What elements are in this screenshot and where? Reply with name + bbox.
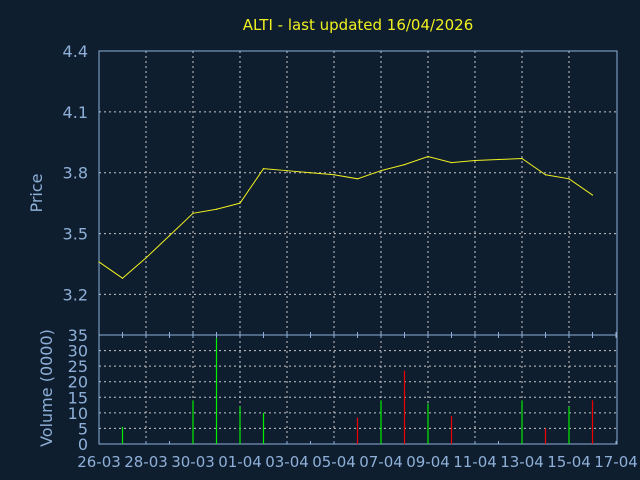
price-point (215, 208, 218, 210)
price-point (239, 202, 241, 204)
x-tick-label: 15-04 (547, 453, 591, 471)
x-tick-label: 26-03 (77, 453, 121, 471)
price-point (568, 178, 570, 180)
price-point (192, 212, 194, 214)
volume-tick-label: 35 (68, 326, 88, 345)
price-point (145, 257, 147, 259)
volume-tick-label: 20 (68, 373, 88, 392)
price-point (497, 158, 500, 161)
price-tick-label: 3.5 (63, 225, 88, 244)
volume-axis-label: Volume (0000) (37, 329, 56, 447)
x-tick-label: 17-04 (594, 453, 638, 471)
price-panel-frame (98, 50, 618, 336)
price-point (262, 168, 265, 170)
x-tick-label: 03-04 (265, 453, 309, 471)
x-tick-label: 30-03 (171, 453, 215, 471)
price-point (309, 172, 312, 174)
price-tick-label: 3.2 (63, 285, 88, 304)
x-tick-label: 28-03 (124, 453, 168, 471)
price-point (98, 261, 100, 263)
volume-tick-label: 10 (68, 404, 88, 423)
x-tick-label: 11-04 (453, 453, 497, 471)
price-point (591, 194, 594, 196)
price-point (450, 161, 453, 164)
x-tick-label: 13-04 (500, 453, 544, 471)
price-point (168, 235, 171, 237)
volume-tick-label: 15 (68, 388, 88, 407)
price-axis-label: Price (27, 173, 46, 212)
volume-tick-label: 5 (78, 419, 88, 438)
price-tick-label: 4.4 (63, 42, 88, 61)
price-point (544, 174, 547, 176)
price-line (98, 155, 593, 279)
price-point (474, 159, 476, 162)
x-tick-label: 07-04 (359, 453, 403, 471)
price-tick-label: 4.1 (63, 103, 88, 122)
price-tick-label: 3.8 (63, 164, 88, 183)
price-point (286, 170, 288, 172)
volume-tick-label: 25 (68, 357, 88, 376)
price-point (121, 277, 124, 279)
x-tick-label: 05-04 (312, 453, 356, 471)
x-tick-label: 01-04 (218, 453, 262, 471)
price-point (403, 164, 406, 166)
price-point (521, 157, 523, 160)
price-point (427, 155, 429, 158)
price-point (333, 174, 335, 176)
price-point (356, 178, 359, 180)
volume-tick-label: 0 (78, 435, 88, 454)
chart-title: ALTI - last updated 16/04/2026 (243, 16, 474, 34)
price-point (380, 170, 382, 172)
x-tick-label: 09-04 (406, 453, 450, 471)
volume-tick-label: 30 (68, 342, 88, 361)
